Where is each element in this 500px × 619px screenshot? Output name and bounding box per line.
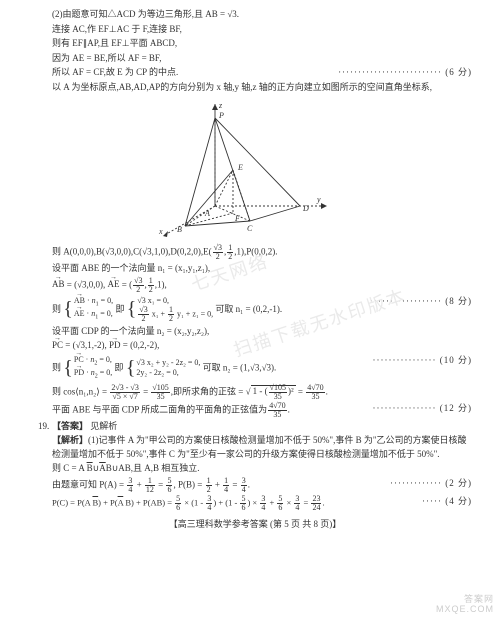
leader-dots: ·························· (6 分) [338, 66, 472, 80]
svg-text:y: y [316, 195, 321, 204]
leader-dots: ················ (10 分) [373, 354, 472, 368]
svg-text:D: D [302, 204, 309, 213]
question-number: 19. [38, 420, 52, 434]
text-line: (2)由题意可知△ACD 为等边三角形,且 AB = √3. [38, 8, 472, 22]
scored-line: 则 {AB · n1 = 0,AE · n1 = 0, 即 {√3 x₁ = 0… [38, 295, 472, 324]
text-line: PC = (√3,1,-2), PD = (0,2,-2), [38, 339, 472, 353]
svg-text:C: C [247, 224, 253, 233]
answer-label: 【答案】 [52, 421, 88, 431]
scored-line: 由题意可知 P(A) = 34 + 112 = 56, P(B) = 12 + … [38, 477, 472, 494]
text-line: 连接 AC,作 EF⊥AC 于 F,连接 BF, [38, 23, 472, 37]
scored-line: 所以 AF = CF,故 E 为 CP 的中点. ···············… [38, 66, 472, 80]
answer-text: 见解析 [90, 421, 117, 431]
text-line: 则 C = A B∪AB∪AB,且 A,B 相互独立. [38, 462, 472, 476]
text-line: 则有 EF∥AP,且 EF⊥平面 ABCD, [38, 37, 472, 51]
figure-wrapper: A B C D E F P x y z [38, 98, 472, 238]
text-line: ABAB = (√3,0,0),AE = ( = (√3,0,0), AE = … [38, 277, 472, 294]
svg-text:E: E [237, 163, 243, 172]
svg-text:x: x [158, 227, 163, 236]
text-line: 则 cos⟨n₁,n₂⟩ = 2√3 - √3√5 × √7 = √10535,… [38, 384, 472, 401]
scored-line: P(C) = P(A B) + P(A B) + P(AB) = 56 × (1… [38, 495, 472, 512]
leader-dots: ················ (12 分) [373, 402, 472, 416]
scored-line: 则 {PC · n2 = 0,PD · n2 = 0, 即 {√3 x₂ + y… [38, 354, 472, 383]
svg-text:P: P [218, 111, 224, 120]
analysis-text: (1)记事件 A 为"甲公司的方案使日核酸检测量增加不低于 50%",事件 B … [52, 435, 467, 459]
text-line: 因为 AE = BE,所以 AF = BF, [38, 52, 472, 66]
text-line: 所以 AF = CF,故 E 为 CP 的中点. [52, 66, 338, 80]
text-line: 以 A 为坐标原点,AB,AD,AP的方向分别为 x 轴,y 轴,z 轴的正方向… [38, 81, 472, 95]
svg-text:F: F [234, 214, 240, 223]
analysis-block: 【解析】(1)记事件 A 为"甲公司的方案使日核酸检测量增加不低于 50%",事… [38, 434, 472, 461]
page-footer: 【高三理科数学参考答案 (第 5 页 共 8 页)】 [38, 518, 472, 532]
text-line: 则 A(0,0,0),B(√3,0,0),C(√3,1,0),D(0,2,0),… [38, 244, 472, 261]
question-19: 19. 【答案】 见解析 [38, 420, 472, 434]
text-line: 设平面 CDP 的一个法向量 n₂ = (x₂,y₂,z₂), [38, 325, 472, 339]
coordinate-diagram: A B C D E F P x y z [155, 98, 355, 238]
svg-text:A: A [204, 209, 210, 218]
svg-text:z: z [218, 101, 223, 110]
leader-dots: ·················· (8 分) [370, 295, 472, 309]
corner-watermark: 答案网 MXQE.COM [436, 595, 494, 615]
leader-dots: ············· (2 分) [390, 477, 472, 491]
analysis-label: 【解析】 [52, 435, 88, 445]
scored-line: 平面 ABE 与平面 CDP 所成二面角的平面角的正弦值为4√7035. ···… [38, 402, 472, 419]
svg-text:B: B [177, 225, 182, 234]
leader-dots: ····· (4 分) [422, 495, 472, 509]
text-line: 设平面 ABE 的一个法向量 n₁ = (x₁,y₁,z₁), [38, 262, 472, 276]
